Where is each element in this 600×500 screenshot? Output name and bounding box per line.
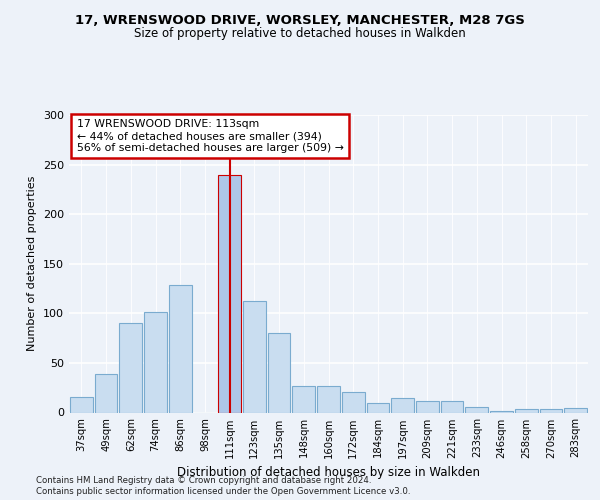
Bar	[564, 408, 587, 412]
Text: 17, WRENSWOOD DRIVE, WORSLEY, MANCHESTER, M28 7GS: 17, WRENSWOOD DRIVE, WORSLEY, MANCHESTER…	[75, 14, 525, 27]
Bar	[243, 302, 266, 412]
Text: Contains public sector information licensed under the Open Government Licence v3: Contains public sector information licen…	[36, 487, 410, 496]
Bar	[268, 333, 290, 412]
Bar	[317, 386, 340, 412]
Bar	[515, 408, 538, 412]
Bar	[144, 312, 167, 412]
Text: Contains HM Land Registry data © Crown copyright and database right 2024.: Contains HM Land Registry data © Crown c…	[36, 476, 371, 485]
Bar	[490, 410, 513, 412]
Bar	[539, 408, 562, 412]
Text: Size of property relative to detached houses in Walkden: Size of property relative to detached ho…	[134, 28, 466, 40]
Bar	[70, 396, 93, 412]
Bar	[342, 392, 365, 412]
Bar	[95, 374, 118, 412]
Bar	[218, 174, 241, 412]
X-axis label: Distribution of detached houses by size in Walkden: Distribution of detached houses by size …	[177, 466, 480, 479]
Text: 17 WRENSWOOD DRIVE: 113sqm
← 44% of detached houses are smaller (394)
56% of sem: 17 WRENSWOOD DRIVE: 113sqm ← 44% of deta…	[77, 120, 344, 152]
Bar	[416, 400, 439, 412]
Bar	[119, 324, 142, 412]
Bar	[169, 284, 191, 412]
Bar	[466, 406, 488, 412]
Bar	[391, 398, 414, 412]
Bar	[367, 402, 389, 412]
Y-axis label: Number of detached properties: Number of detached properties	[28, 176, 37, 352]
Bar	[292, 386, 315, 412]
Bar	[441, 400, 463, 412]
